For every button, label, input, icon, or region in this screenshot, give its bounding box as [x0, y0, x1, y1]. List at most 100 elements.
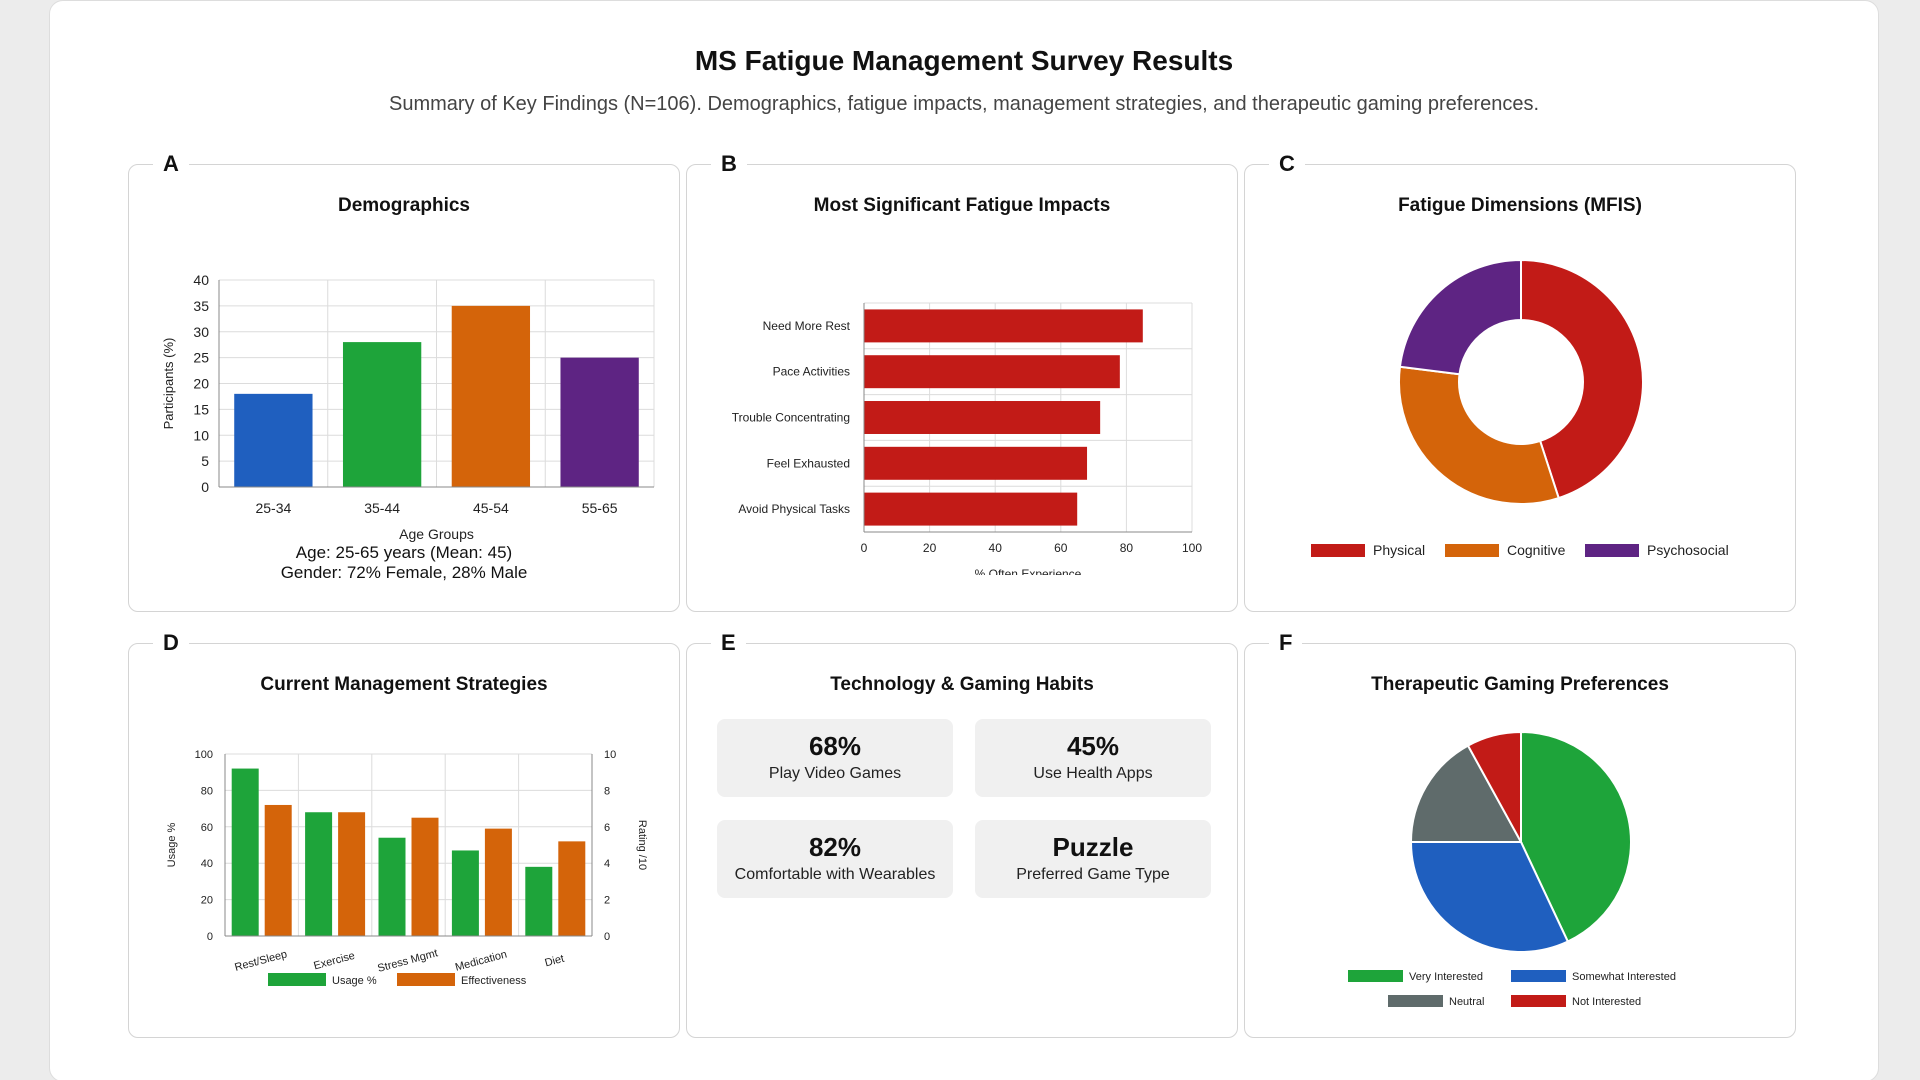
slice-Very Interested — [1520, 730, 1632, 943]
legend-label: Neutral — [1449, 996, 1484, 1008]
dashboard-card: MS Fatigue Management Survey Results Sum… — [49, 0, 1879, 1080]
panel-letter: F — [1269, 628, 1303, 658]
x-tick-label: 40 — [989, 541, 1003, 555]
page-title: MS Fatigue Management Survey Results — [694, 45, 1234, 76]
fatigue-impacts-chart: 0 20 40 60 80 100 Need More Rest Pace Activitie… — [732, 302, 1202, 575]
bar-usage-Exercise — [305, 812, 333, 936]
x-tick-label: 35-44 — [364, 500, 400, 516]
y-tick-label: 5 — [201, 453, 209, 469]
bar-Feel Exhausted — [864, 446, 1088, 480]
legend-swatch — [397, 973, 455, 986]
y-tick-label: 10 — [193, 427, 209, 443]
legend-swatch — [1348, 970, 1403, 982]
bar-Trouble Concentrating — [864, 401, 1101, 434]
panel-title: Demographics — [338, 195, 470, 216]
bar-usage-Rest/Sleep — [231, 768, 259, 936]
gender-note: Gender: 72% Female, 28% Male — [280, 563, 528, 582]
y-tick-label: 80 — [201, 785, 213, 797]
x-tick-label: 45-54 — [473, 500, 509, 516]
panel-title: Most Significant Fatigue Impacts — [813, 195, 1111, 216]
bar-55-65 — [560, 357, 639, 487]
bar-usage-Diet — [525, 866, 553, 936]
y-right-tick-label: 6 — [604, 822, 610, 834]
stat-value: 45% — [1066, 731, 1120, 761]
panel-gaming-preferences: F Therapeutic Gaming Preferences Very In… — [1244, 628, 1796, 1038]
legend-label: Effectiveness — [461, 975, 527, 987]
y-tick-label: 100 — [195, 749, 213, 761]
y-right-tick-label: 8 — [604, 785, 610, 797]
y-tick-label: 0 — [207, 931, 213, 943]
bar-usage-Stress Mgmt — [378, 837, 406, 936]
y-axis-label: Usage % — [166, 822, 178, 867]
panel-fatigue-impacts: B Most Significant Fatigue Impacts 0 20 40… — [686, 149, 1238, 612]
slice-Psychosocial — [1398, 258, 1522, 376]
panel-title: Technology & Gaming Habits — [830, 674, 1094, 695]
y-right-tick-label: 0 — [604, 931, 610, 943]
panel-management-strategies: D Current Management Strategies 0 20 40 60 8… — [128, 628, 680, 1038]
stat-video-games: 68% Play Video Games — [717, 719, 953, 797]
y-tick-label: Pace Activities — [773, 365, 850, 379]
y-right-tick-label: 4 — [604, 858, 610, 870]
y-tick-label: 25 — [193, 350, 209, 366]
x-axis-label: % Often Experience — [975, 567, 1082, 575]
legend-swatch — [268, 973, 326, 986]
legend-label: Usage % — [332, 975, 377, 987]
y-tick-label: 40 — [193, 272, 209, 288]
demographics-chart: 0 5 10 15 20 25 30 35 40 25-34 35-44 45-54 55-65 Age … — [161, 272, 655, 542]
legend-swatch — [1585, 544, 1639, 557]
management-strategies-chart: 0 20 40 60 80 100 0 2 4 6 8 10 Rest/Sleep Exercise Str… — [166, 749, 648, 987]
stat-label: Preferred Game Type — [1016, 866, 1170, 883]
x-tick-label: 25-34 — [255, 500, 291, 516]
y-tick-label: Need More Rest — [763, 319, 851, 333]
stat-value: 68% — [808, 731, 862, 761]
y-tick-label: 40 — [201, 858, 213, 870]
y-tick-label: 15 — [193, 401, 209, 417]
bar-effectiveness-Medication — [484, 828, 512, 936]
gaming-preferences-chart: Very Interested Somewhat Interested Neutra… — [1348, 730, 1676, 1008]
legend-label: Physical — [1373, 542, 1425, 558]
x-tick-label: 60 — [1054, 541, 1068, 555]
slice-Physical — [1520, 258, 1644, 500]
stat-label: Play Video Games — [768, 765, 902, 782]
page-subtitle: Summary of Key Findings (N=106). Demogra… — [388, 93, 1540, 115]
slice-Cognitive — [1398, 365, 1560, 505]
stat-label: Use Health Apps — [1033, 765, 1153, 782]
slice-Neutral — [1409, 744, 1523, 843]
bar-effectiveness-Exercise — [338, 812, 366, 936]
stat-game-type: Puzzle Preferred Game Type — [975, 820, 1211, 898]
stat-value: 82% — [808, 832, 862, 862]
stat-health-apps: 45% Use Health Apps — [975, 719, 1211, 797]
panel-title: Therapeutic Gaming Preferences — [1371, 674, 1669, 695]
x-tick-label: 20 — [923, 541, 937, 555]
legend-swatch — [1311, 544, 1365, 557]
x-tick-label: Exercise — [312, 950, 356, 973]
y-tick-label: Avoid Physical Tasks — [738, 502, 850, 516]
y-right-axis-label: Rating /10 — [636, 820, 648, 870]
bar-usage-Medication — [451, 850, 479, 936]
y-tick-label: Feel Exhausted — [767, 456, 850, 470]
slice-Not Interested — [1466, 730, 1522, 843]
fatigue-dimensions-chart: Physical Cognitive Psychosocial — [1311, 258, 1729, 558]
panel-letter: D — [153, 628, 189, 658]
legend-label: Very Interested — [1409, 971, 1483, 983]
y-tick-label: 0 — [201, 479, 209, 495]
bar-effectiveness-Rest/Sleep — [264, 804, 292, 936]
bar-Avoid Physical Tasks — [864, 492, 1078, 526]
y-tick-label: Trouble Concentrating — [732, 411, 850, 425]
x-tick-label: Rest/Sleep — [233, 948, 288, 974]
y-axis-label: Participants (%) — [161, 338, 176, 430]
panel-letter: B — [711, 149, 747, 179]
legend-label: Somewhat Interested — [1572, 971, 1676, 983]
bar-Need More Rest — [864, 309, 1143, 343]
y-tick-label: 35 — [193, 298, 209, 314]
legend-swatch — [1388, 995, 1443, 1007]
age-note: Age: 25-65 years (Mean: 45) — [295, 543, 513, 562]
bar-Pace Activities — [864, 355, 1120, 389]
bar-25-34 — [234, 393, 313, 487]
legend-swatch — [1511, 970, 1566, 982]
legend-label: Not Interested — [1572, 996, 1641, 1008]
slice-Somewhat Interested — [1409, 841, 1570, 953]
x-tick-label: 100 — [1182, 541, 1202, 555]
legend-swatch — [1511, 995, 1566, 1007]
panel-technology-gaming: E Technology & Gaming Habits 68% Play Vi… — [686, 628, 1238, 1038]
